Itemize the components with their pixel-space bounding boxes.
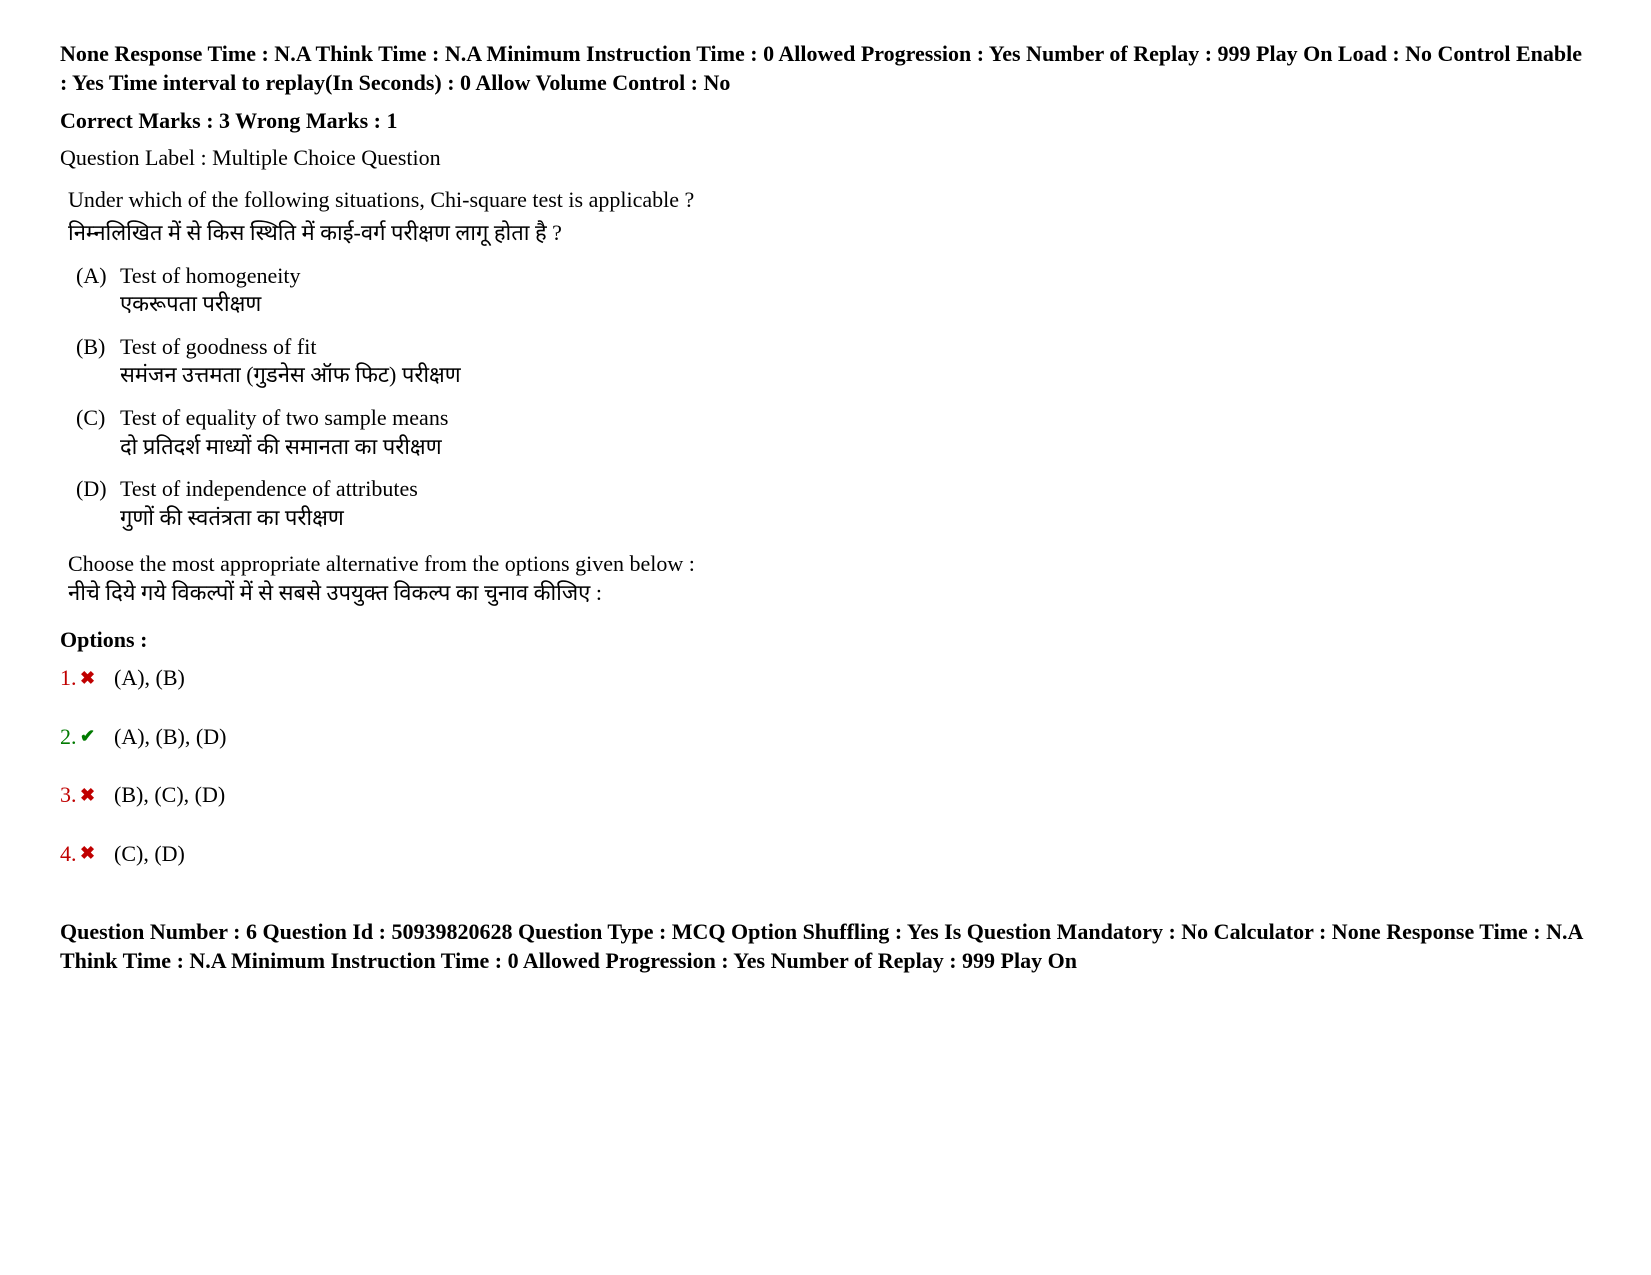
meta-top: None Response Time : N.A Think Time : N.… bbox=[60, 40, 1591, 97]
sub-content: Test of equality of two sample means दो … bbox=[120, 404, 1591, 461]
option-row[interactable]: 4. ✖ (C), (D) bbox=[60, 840, 1591, 869]
sub-text-hi: गुणों की स्वतंत्रता का परीक्षण bbox=[120, 504, 1591, 533]
sub-text-en: Test of independence of attributes bbox=[120, 475, 1591, 504]
cross-icon: ✖ bbox=[80, 784, 104, 807]
question-label: Question Label : Multiple Choice Questio… bbox=[60, 144, 1591, 173]
sub-content: Test of independence of attributes गुणों… bbox=[120, 475, 1591, 532]
choose-text-en: Choose the most appropriate alternative … bbox=[68, 550, 1591, 579]
sub-content: Test of homogeneity एकरूपता परीक्षण bbox=[120, 262, 1591, 319]
sub-text-en: Test of goodness of fit bbox=[120, 333, 1591, 362]
cross-icon: ✖ bbox=[80, 667, 104, 690]
sub-letter: (A) bbox=[76, 262, 120, 319]
question-text-en: Under which of the following situations,… bbox=[68, 186, 1591, 215]
sub-item: (D) Test of independence of attributes ग… bbox=[76, 475, 1591, 532]
options-list: 1. ✖ (A), (B) 2. ✔ (A), (B), (D) 3. ✖ (B… bbox=[60, 664, 1591, 868]
option-number: 4. bbox=[60, 840, 80, 869]
sub-letter: (B) bbox=[76, 333, 120, 390]
option-number: 3. bbox=[60, 781, 80, 810]
question-block: Under which of the following situations,… bbox=[68, 186, 1591, 532]
cross-icon: ✖ bbox=[80, 842, 104, 865]
sub-letter: (D) bbox=[76, 475, 120, 532]
sub-text-hi: एकरूपता परीक्षण bbox=[120, 290, 1591, 319]
option-text: (A), (B) bbox=[114, 664, 185, 693]
option-row[interactable]: 2. ✔ (A), (B), (D) bbox=[60, 723, 1591, 752]
option-row[interactable]: 1. ✖ (A), (B) bbox=[60, 664, 1591, 693]
option-text: (A), (B), (D) bbox=[114, 723, 226, 752]
sub-text-hi: समंजन उत्तमता (गुडनेस ऑफ फिट) परीक्षण bbox=[120, 361, 1591, 390]
sub-item: (C) Test of equality of two sample means… bbox=[76, 404, 1591, 461]
option-text: (C), (D) bbox=[114, 840, 185, 869]
option-number: 2. bbox=[60, 723, 80, 752]
sub-letter: (C) bbox=[76, 404, 120, 461]
marks-line: Correct Marks : 3 Wrong Marks : 1 bbox=[60, 107, 1591, 136]
check-icon: ✔ bbox=[80, 725, 104, 748]
footer-meta: Question Number : 6 Question Id : 509398… bbox=[60, 918, 1591, 975]
choose-block: Choose the most appropriate alternative … bbox=[68, 550, 1591, 607]
sub-content: Test of goodness of fit समंजन उत्तमता (ग… bbox=[120, 333, 1591, 390]
sub-text-en: Test of homogeneity bbox=[120, 262, 1591, 291]
question-text-hi: निम्नलिखित में से किस स्थिति में काई-वर्… bbox=[68, 219, 1591, 248]
options-heading: Options : bbox=[60, 626, 1591, 655]
sub-list: (A) Test of homogeneity एकरूपता परीक्षण … bbox=[76, 262, 1591, 533]
option-text: (B), (C), (D) bbox=[114, 781, 225, 810]
sub-item: (A) Test of homogeneity एकरूपता परीक्षण bbox=[76, 262, 1591, 319]
option-row[interactable]: 3. ✖ (B), (C), (D) bbox=[60, 781, 1591, 810]
sub-text-en: Test of equality of two sample means bbox=[120, 404, 1591, 433]
option-number: 1. bbox=[60, 664, 80, 693]
sub-text-hi: दो प्रतिदर्श माध्यों की समानता का परीक्ष… bbox=[120, 433, 1591, 462]
choose-text-hi: नीचे दिये गये विकल्पों में से सबसे उपयुक… bbox=[68, 579, 1591, 608]
sub-item: (B) Test of goodness of fit समंजन उत्तमत… bbox=[76, 333, 1591, 390]
